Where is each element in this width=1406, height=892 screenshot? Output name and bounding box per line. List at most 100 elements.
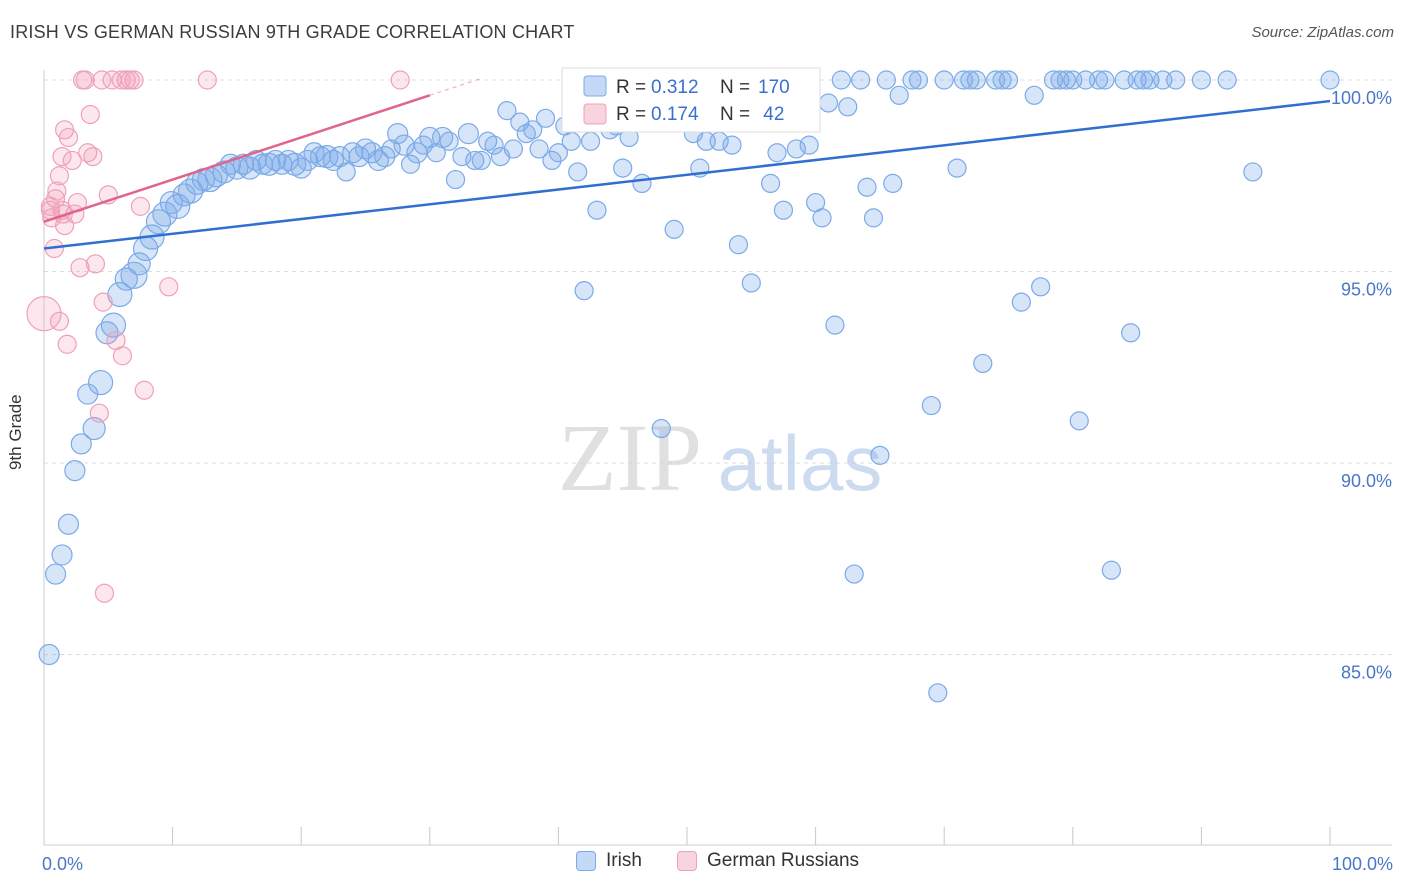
legend-swatch-irish — [583, 75, 607, 97]
irish-point — [1056, 70, 1076, 90]
german-russians-point — [390, 70, 410, 90]
tick-labels: 100.0% 95.0% 90.0% 85.0% 0.0% 100.0% — [42, 88, 1393, 874]
german-russians-point — [93, 292, 113, 312]
irish-point — [786, 139, 806, 159]
irish-point — [812, 208, 832, 228]
irish-point — [1011, 292, 1031, 312]
german-russians-point — [85, 254, 106, 274]
irish-point — [152, 201, 178, 227]
irish-point — [632, 173, 652, 194]
irish-point — [542, 150, 562, 171]
irish-point — [998, 70, 1019, 90]
irish-point — [799, 135, 819, 155]
irish-point — [960, 70, 980, 90]
german-russians-point — [70, 258, 90, 278]
legend-swatch-irish-bottom — [576, 851, 596, 871]
irish-point — [381, 139, 401, 159]
irish-point — [44, 563, 67, 585]
legend-swatch-german-russians-bottom — [677, 851, 697, 871]
irish-point — [367, 149, 389, 172]
german-russians-point — [89, 403, 109, 423]
legend-item-german-russians[interactable]: German Russians — [677, 850, 859, 872]
irish-point — [452, 147, 472, 167]
german-russians-point — [197, 70, 217, 90]
irish-point — [1088, 70, 1109, 90]
irish-point — [760, 173, 781, 194]
legend-item-irish[interactable]: Irish — [576, 850, 642, 872]
irish-point — [773, 200, 794, 220]
irish-point — [1121, 323, 1141, 343]
german-russians-point — [134, 380, 154, 400]
irish-point — [471, 150, 491, 171]
irish-point — [419, 126, 441, 149]
y-tick-label-1: 95.0% — [1341, 280, 1392, 300]
irish-point — [928, 683, 948, 703]
irish-point — [523, 120, 543, 140]
irish-point — [342, 142, 364, 164]
german-russians-point — [58, 127, 79, 148]
x-tick-label-min: 0.0% — [42, 854, 83, 874]
irish-point — [1217, 70, 1237, 90]
irish-point — [587, 200, 607, 220]
chart-title: IRISH VS GERMAN RUSSIAN 9TH GRADE CORREL… — [10, 22, 575, 42]
irish-point — [82, 416, 106, 441]
irish-point — [921, 395, 941, 416]
irish-point — [127, 252, 151, 276]
irish-point — [966, 70, 986, 90]
y-tick-label-3: 85.0% — [1341, 663, 1392, 683]
irish-point — [336, 162, 356, 182]
irish-point — [934, 70, 954, 90]
legend-swatch-german-russians — [583, 103, 607, 125]
irish-point — [252, 153, 274, 175]
irish-point — [851, 70, 871, 90]
irish-point — [497, 101, 517, 121]
irish-point — [818, 93, 839, 113]
trend-lines — [43, 77, 1331, 250]
irish-point — [245, 149, 267, 172]
irish-point — [1031, 277, 1051, 297]
axes — [43, 70, 1392, 846]
irish-point — [863, 208, 884, 228]
irish-point — [51, 544, 73, 566]
irish-point — [548, 143, 569, 163]
german-russians-point — [26, 296, 62, 332]
irish-point — [1320, 70, 1340, 90]
irish-point — [457, 123, 479, 145]
irish-point — [529, 139, 549, 159]
irish-point — [322, 149, 344, 172]
irish-point — [857, 177, 877, 197]
legend-gr-r-value: 0.174 — [651, 104, 699, 125]
irish-point — [400, 154, 421, 174]
german-russians-point — [57, 334, 77, 354]
irish-point — [57, 513, 80, 535]
german-russians-point — [47, 181, 67, 201]
irish-point — [445, 169, 466, 190]
irish-point — [120, 261, 148, 289]
series-irish-points — [38, 70, 1340, 703]
irish-point — [1069, 411, 1089, 431]
german-russians-point — [78, 143, 98, 163]
irish-point — [580, 131, 601, 151]
irish-point — [535, 108, 556, 128]
irish-point — [767, 143, 787, 163]
irish-point — [387, 123, 409, 145]
irish-point — [825, 315, 845, 335]
irish-point — [329, 146, 351, 168]
bottom-legend: Irish German Russians — [0, 850, 1406, 880]
irish-point — [664, 219, 684, 239]
irish-point — [70, 433, 92, 455]
source-credit: Source: ZipAtlas.com — [1251, 24, 1394, 41]
trend-line-german-russians-extension — [429, 77, 482, 96]
top-legend: R = 0.312 N = 170 R = 0.174 N = 42 — [561, 67, 821, 133]
irish-point — [465, 150, 485, 171]
irish-point — [484, 135, 504, 155]
x-tick-label-max: 100.0% — [1332, 854, 1393, 874]
irish-point — [876, 70, 896, 90]
german-russians-point — [62, 150, 82, 171]
irish-point — [838, 97, 858, 117]
irish-point — [1101, 560, 1121, 580]
german-russians-point — [112, 346, 133, 366]
irish-point — [883, 173, 903, 194]
irish-point — [889, 85, 909, 105]
trend-line-german-russians — [43, 94, 431, 223]
